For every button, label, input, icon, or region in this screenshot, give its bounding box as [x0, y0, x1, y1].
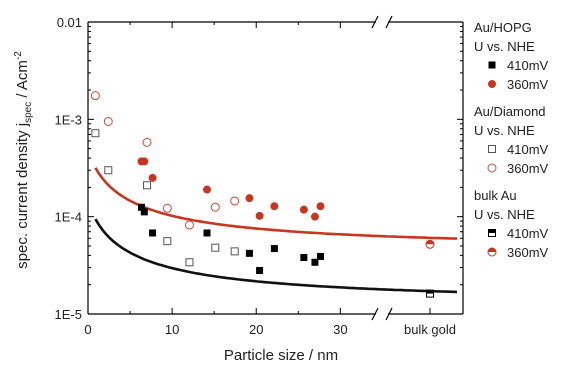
x-tick-label: 10: [165, 322, 179, 337]
legend-entry-label: 410mV: [507, 226, 549, 241]
tick-labels: 1E-5 1E-4 1E-3 0.01 0 10 20 30 bulk gold: [55, 15, 456, 337]
y-axis-label-main: spec. current density j: [14, 123, 31, 269]
data-point: [149, 229, 157, 237]
data-point: [148, 173, 157, 182]
y-tick-label: 0.01: [57, 15, 82, 30]
x-tick-label-bulk: bulk gold: [404, 322, 456, 337]
data-point: [143, 181, 152, 190]
legend-marker: [487, 247, 497, 257]
data-point: [245, 194, 254, 203]
data-point: [270, 245, 278, 253]
data-point: [245, 249, 253, 257]
data-point: [316, 252, 324, 260]
legend-group-title: Au/Diamond: [474, 104, 546, 119]
data-point: [210, 202, 220, 212]
y-tick-label: 1E-4: [55, 210, 82, 225]
data-point: [203, 185, 212, 194]
data-point: [425, 239, 435, 249]
data-point: [103, 117, 113, 127]
data-point: [256, 266, 264, 274]
legend-marker: [488, 145, 496, 153]
legend-marker: [487, 163, 497, 173]
y-axis-label-sup: -2: [13, 51, 24, 60]
series-5: [425, 239, 435, 249]
data-point: [299, 205, 308, 214]
legend-marker: [488, 80, 496, 88]
axis-break-mark: [385, 307, 393, 321]
data-point: [211, 243, 220, 252]
data-point: [310, 212, 319, 221]
legend-entry-label: 410mV: [507, 142, 549, 157]
legend: Au/HOPG U vs. NHE 410mV 360mV Au/Diamond U vs…: [474, 20, 549, 260]
data-point: [162, 203, 172, 213]
x-tick-label: 20: [249, 322, 263, 337]
legend-marker-fill: [488, 229, 496, 233]
axis-break-mark: [371, 307, 379, 321]
fit-curve-1: [94, 218, 458, 294]
y-tick-label: 1E-3: [55, 112, 82, 127]
data-point: [90, 91, 100, 101]
series-0: [138, 203, 324, 274]
legend-entry-label: 410mV: [507, 58, 549, 73]
data-point: [138, 203, 146, 211]
data-point: [203, 229, 211, 237]
data-point: [255, 211, 264, 220]
legend-entry-label: 360mV: [507, 245, 549, 260]
legend-marker: [488, 61, 496, 69]
data-point: [185, 258, 194, 267]
fit-curve-0: [94, 167, 458, 240]
axes-layer: [87, 15, 464, 321]
legend-group-subtitle: U vs. NHE: [474, 207, 535, 222]
y-tick-label: 1E-5: [55, 307, 82, 322]
data-point: [163, 237, 172, 246]
x-tick-label: 0: [84, 322, 91, 337]
axis-break-mark: [371, 15, 379, 29]
data-point: [104, 166, 113, 175]
series-3: [90, 91, 240, 230]
data-point-fill: [426, 290, 434, 294]
y-axis-label-sub: spec: [23, 102, 34, 123]
data-point: [426, 289, 434, 298]
series-2: [91, 129, 239, 267]
axis-break-mark: [385, 15, 393, 29]
legend-group-subtitle: U vs. NHE: [474, 39, 535, 54]
legend-group-title: Au/HOPG: [474, 20, 532, 35]
data-point: [140, 208, 148, 216]
data-point: [230, 247, 239, 256]
y-axis-label-unit: / Acm: [14, 60, 31, 102]
data-point: [184, 220, 194, 230]
data-points: [90, 91, 435, 298]
legend-entry-label: 360mV: [507, 77, 549, 92]
x-axis-label: Particle size / nm: [224, 347, 338, 364]
series-4: [426, 289, 434, 298]
data-point: [142, 137, 152, 147]
legend-marker-fill: [488, 248, 496, 252]
legend-entry-label: 360mV: [507, 161, 549, 176]
data-point: [316, 202, 325, 211]
data-point: [300, 254, 308, 262]
data-point-fill: [426, 240, 434, 245]
series-1: [137, 157, 325, 221]
data-point: [140, 157, 149, 166]
fit-curves: [94, 167, 458, 294]
data-point: [230, 196, 240, 206]
x-tick-label: 30: [333, 322, 347, 337]
data-point: [270, 202, 279, 211]
legend-group-title: bulk Au: [474, 188, 517, 203]
legend-group-subtitle: U vs. NHE: [474, 123, 535, 138]
data-point: [91, 129, 100, 138]
data-point: [311, 258, 319, 266]
legend-marker: [488, 229, 496, 237]
y-axis-label: spec. current density jspec / Acm-2: [13, 51, 34, 269]
